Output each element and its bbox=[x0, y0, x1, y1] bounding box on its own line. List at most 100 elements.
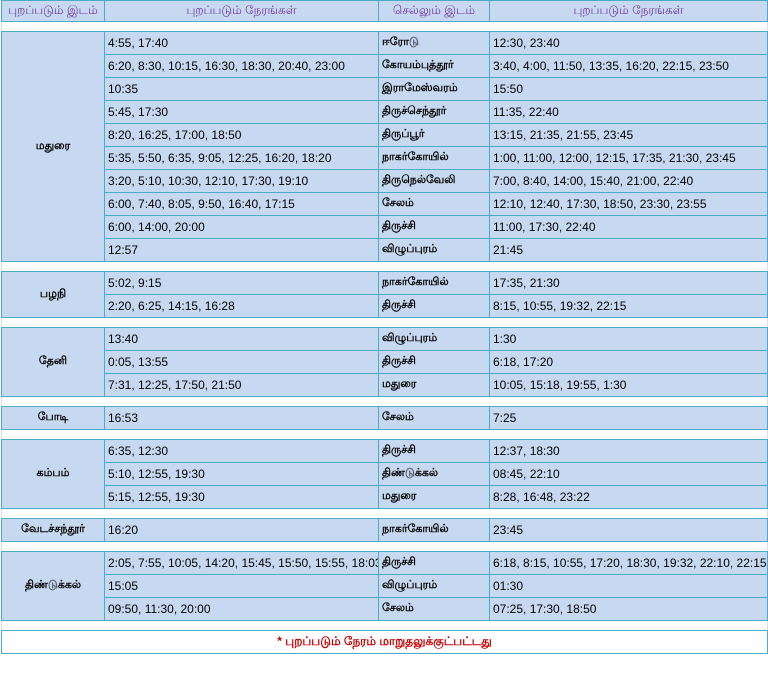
departure-times-cell: 16:20 bbox=[104, 518, 379, 542]
source-cell: தேனி bbox=[1, 327, 105, 397]
return-times-cell: 21:45 bbox=[489, 238, 768, 262]
departure-times-cell: 5:10, 12:55, 19:30 bbox=[104, 462, 379, 486]
return-times-cell: 8:28, 16:48, 23:22 bbox=[489, 485, 768, 509]
departure-times-cell: 6:35, 12:30 bbox=[104, 439, 379, 463]
spacer-cell bbox=[1, 317, 768, 328]
return-times-cell: 8:15, 10:55, 19:32, 22:15 bbox=[489, 294, 768, 318]
departure-times-cell: 2:20, 6:25, 14:15, 16:28 bbox=[104, 294, 379, 318]
destination-cell: திருச்சி bbox=[378, 439, 490, 463]
destination-cell: சேலம் bbox=[378, 406, 490, 430]
return-times-cell: 7:00, 8:40, 14:00, 15:40, 21:00, 22:40 bbox=[489, 169, 768, 193]
header-destination: செல்லும் இடம் bbox=[378, 0, 490, 22]
departure-times-cell: 6:20, 8:30, 10:15, 16:30, 18:30, 20:40, … bbox=[104, 54, 379, 78]
table-row: திண்டுக்கல் 2:05, 7:55, 10:05, 14:20, 15:… bbox=[1, 551, 768, 621]
departure-times-cell: 13:40 bbox=[104, 327, 379, 351]
destination-cell: விழுப்புரம் bbox=[378, 327, 490, 351]
table-row: 6:00, 7:40, 8:05, 9:50, 16:40, 17:15 சேலம… bbox=[2, 192, 768, 216]
source-cell: பழநி bbox=[1, 271, 105, 318]
departure-times-cell: 6:00, 14:00, 20:00 bbox=[104, 215, 379, 239]
table-row: 8:20, 16:25, 17:00, 18:50 திருப்பூர் 13:15… bbox=[2, 123, 768, 147]
header-source: புறப்படும் இடம் bbox=[1, 0, 105, 22]
departure-times-cell: 16:53 bbox=[104, 406, 379, 430]
destination-cell: திருநெல்வேலி bbox=[378, 169, 490, 193]
table-row: 5:45, 17:30 திருச்செந்தூர் 11:35, 22:40 bbox=[2, 100, 768, 124]
source-cell: கம்பம் bbox=[1, 439, 105, 509]
destination-cell: நாகர்கோயில் bbox=[378, 146, 490, 170]
spacer-row bbox=[1, 620, 768, 631]
spacer-cell bbox=[1, 429, 768, 440]
destination-cell: திண்டுக்கல் bbox=[378, 462, 490, 486]
source-cell: போடி bbox=[1, 406, 105, 430]
header-departure-times: புறப்படும் நேரங்கள் bbox=[104, 0, 379, 22]
departure-times-cell: 3:20, 5:10, 10:30, 12:10, 17:30, 19:10 bbox=[104, 169, 379, 193]
destination-cell: திருப்பூர் bbox=[378, 123, 490, 147]
table-row: 10:35 இராமேஸ்வரம் 15:50 bbox=[2, 77, 768, 101]
table-row: 15:05 விழுப்புரம் 01:30 bbox=[2, 574, 768, 598]
table-row: 0:05, 13:55 திருச்சி 6:18, 17:20 bbox=[2, 350, 768, 374]
departure-times-cell: 4:55, 17:40 bbox=[104, 31, 379, 55]
spacer-cell bbox=[1, 541, 768, 552]
return-times-cell: 11:35, 22:40 bbox=[489, 100, 768, 124]
table-row: 7:31, 12:25, 17:50, 21:50 மதுரை 10:05, 15:… bbox=[2, 373, 768, 397]
table-row: வேடச்சந்தூர் 16:20 நாகர்கோயில் 23:45 bbox=[1, 518, 768, 542]
destination-cell: நாகர்கோயில் bbox=[378, 271, 490, 295]
source-cell: மதுரை bbox=[1, 31, 105, 262]
table-row: 6:00, 14:00, 20:00 திருச்சி 11:00, 17:30, … bbox=[2, 215, 768, 239]
header-row: புறப்படும் இடம் புறப்படும் நேரங்கள் செல்… bbox=[1, 0, 768, 22]
departure-times-cell: 5:35, 5:50, 6:35, 9:05, 12:25, 16:20, 18… bbox=[104, 146, 379, 170]
return-times-cell: 1:30 bbox=[489, 327, 768, 351]
return-times-cell: 1:00, 11:00, 12:00, 12:15, 17:35, 21:30,… bbox=[489, 146, 768, 170]
return-times-cell: 11:00, 17:30, 22:40 bbox=[489, 215, 768, 239]
return-times-cell: 6:18, 17:20 bbox=[489, 350, 768, 374]
table-row: 09:50, 11:30, 20:00 சேலம் 07:25, 17:30, 18… bbox=[2, 597, 768, 621]
departure-times-cell: 09:50, 11:30, 20:00 bbox=[104, 597, 379, 621]
return-times-cell: 07:25, 17:30, 18:50 bbox=[489, 597, 768, 621]
departure-times-cell: 2:05, 7:55, 10:05, 14:20, 15:45, 15:50, … bbox=[104, 551, 379, 575]
destination-cell: திருச்சி bbox=[378, 215, 490, 239]
departure-times-cell: 5:45, 17:30 bbox=[104, 100, 379, 124]
spacer-row bbox=[1, 396, 768, 407]
destination-cell: நாகர்கோயில் bbox=[378, 518, 490, 542]
destination-cell: ஈரோடு bbox=[378, 31, 490, 55]
source-cell: வேடச்சந்தூர் bbox=[1, 518, 105, 542]
departure-times-cell: 15:05 bbox=[104, 574, 379, 598]
spacer-row bbox=[1, 261, 768, 272]
departure-times-cell: 12:57 bbox=[104, 238, 379, 262]
departure-times-cell: 8:20, 16:25, 17:00, 18:50 bbox=[104, 123, 379, 147]
bus-timetable: புறப்படும் இடம் புறப்படும் நேரங்கள் செல்… bbox=[1, 0, 768, 654]
destination-cell: விழுப்புரம் bbox=[378, 238, 490, 262]
spacer-cell bbox=[1, 21, 768, 32]
return-times-cell: 12:37, 18:30 bbox=[489, 439, 768, 463]
return-times-cell: 17:35, 21:30 bbox=[489, 271, 768, 295]
source-cell: திண்டுக்கல் bbox=[1, 551, 105, 621]
departure-times-cell: 10:35 bbox=[104, 77, 379, 101]
destination-cell: சேலம் bbox=[378, 597, 490, 621]
table-row: கம்பம் 6:35, 12:30 திருச்சி 12:37, 18:30 bbox=[1, 439, 768, 509]
return-times-cell: 6:18, 8:15, 10:55, 17:20, 18:30, 19:32, … bbox=[489, 551, 768, 575]
return-times-cell: 12:10, 12:40, 17:30, 18:50, 23:30, 23:55 bbox=[489, 192, 768, 216]
table-row: போடி 16:53 சேலம் 7:25 bbox=[1, 406, 768, 430]
destination-cell: திருச்சி bbox=[378, 551, 490, 575]
spacer-cell bbox=[1, 620, 768, 631]
destination-cell: திருச்சி bbox=[378, 350, 490, 374]
destination-cell: மதுரை bbox=[378, 373, 490, 397]
return-times-cell: 23:45 bbox=[489, 518, 768, 542]
departure-times-cell: 7:31, 12:25, 17:50, 21:50 bbox=[104, 373, 379, 397]
departure-times-cell: 0:05, 13:55 bbox=[104, 350, 379, 374]
spacer-cell bbox=[1, 261, 768, 272]
return-times-cell: 01:30 bbox=[489, 574, 768, 598]
table-row: 6:20, 8:30, 10:15, 16:30, 18:30, 20:40, … bbox=[2, 54, 768, 78]
footer-row: * புறப்படும் நேரம் மாறுதலுக்குட்பட்டது bbox=[1, 630, 768, 654]
table-row: 5:15, 12:55, 19:30 மதுரை 8:28, 16:48, 23:2… bbox=[2, 485, 768, 509]
table-row: 5:10, 12:55, 19:30 திண்டுக்கல் 08:45, 22:1… bbox=[2, 462, 768, 486]
table-row: பழநி 5:02, 9:15 நாகர்கோயில் 17:35, 21:30 bbox=[1, 271, 768, 318]
spacer-row bbox=[1, 429, 768, 440]
table-row: தேனி 13:40 விழுப்புரம் 1:30 bbox=[1, 327, 768, 397]
destination-cell: இராமேஸ்வரம் bbox=[378, 77, 490, 101]
table-row: 5:35, 5:50, 6:35, 9:05, 12:25, 16:20, 18… bbox=[2, 146, 768, 170]
spacer-row bbox=[1, 317, 768, 328]
spacer-row bbox=[1, 508, 768, 519]
return-times-cell: 08:45, 22:10 bbox=[489, 462, 768, 486]
departure-times-cell: 5:15, 12:55, 19:30 bbox=[104, 485, 379, 509]
destination-cell: திருச்சி bbox=[378, 294, 490, 318]
